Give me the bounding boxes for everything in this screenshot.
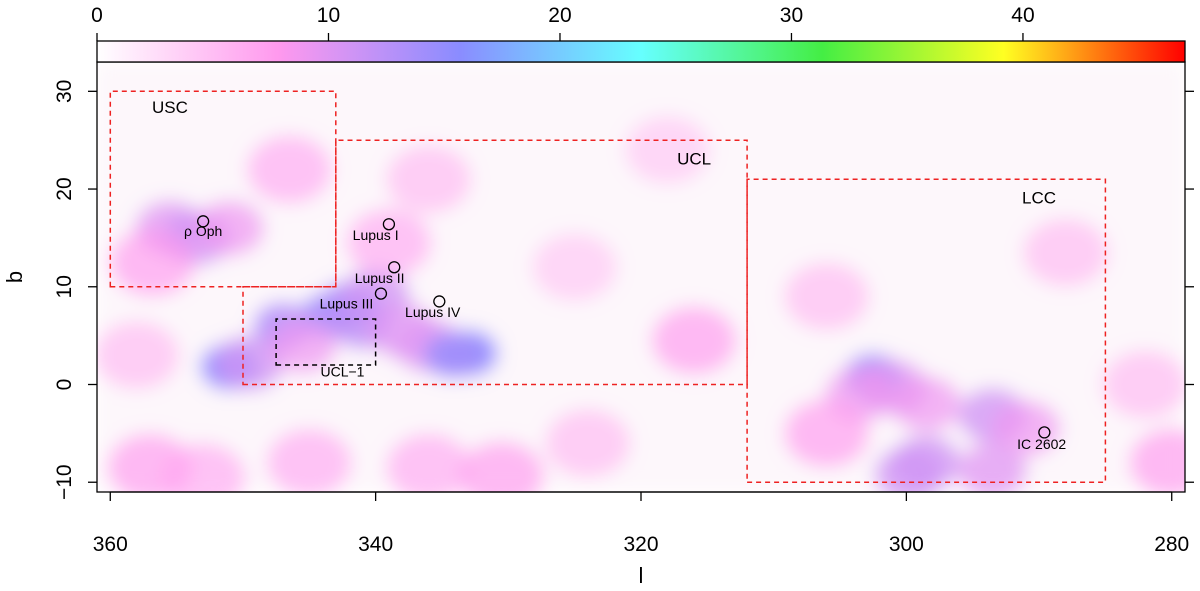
- density-peak: [215, 335, 285, 391]
- object-marker: [388, 261, 401, 274]
- colorbar-tick-label: 20: [548, 4, 571, 27]
- y-tick-label: 10: [53, 275, 76, 298]
- density-peak: [195, 200, 265, 256]
- region-label: USC: [152, 98, 188, 117]
- x-tick-label: 320: [623, 533, 658, 556]
- density-peak: [266, 428, 352, 492]
- colorbar-tick-label: 40: [1011, 4, 1034, 27]
- density-peak: [991, 400, 1061, 457]
- density-peak: [459, 441, 545, 492]
- x-tick-label: 360: [93, 533, 128, 556]
- region-box: [746, 178, 1107, 483]
- object-marker: [196, 215, 210, 228]
- density-peak: [625, 115, 710, 184]
- density-peak: [891, 376, 961, 432]
- object-label: Lupus IV: [405, 304, 461, 320]
- y-axis: −10 0 10 20 30: [53, 80, 97, 500]
- region-boxes: USC UCL LCC UCL−1: [109, 90, 1107, 483]
- density-peak: [268, 317, 338, 374]
- density-peak: [532, 233, 618, 302]
- x-axis: 360 340 320 300 280: [93, 491, 1189, 556]
- x-tick-label: 280: [1154, 533, 1189, 556]
- y-tick-label: 20: [53, 177, 76, 200]
- density-peak: [386, 145, 472, 214]
- density-peak: [1129, 428, 1185, 492]
- object-marker: [382, 218, 396, 231]
- density-peak: [784, 399, 870, 468]
- x-axis-title: l: [639, 563, 644, 588]
- object-label: Lupus I: [353, 227, 399, 243]
- y-axis-title: b: [2, 271, 27, 283]
- density-peak: [545, 409, 631, 478]
- region-label: LCC: [1022, 189, 1056, 208]
- density-peak: [651, 306, 737, 375]
- region-box: [275, 318, 377, 366]
- object-marker: [1038, 426, 1051, 439]
- x-tick-label: 300: [889, 533, 924, 556]
- object-label: ρ Oph: [184, 223, 222, 239]
- density-peak: [110, 228, 196, 297]
- colorbar-tick-label: 30: [780, 4, 803, 27]
- density-peak: [160, 443, 246, 492]
- density-peak: [246, 135, 332, 204]
- density-peak: [386, 433, 472, 492]
- density-peak: [423, 331, 482, 379]
- region-box: [109, 90, 337, 288]
- object-label: Lupus III: [320, 295, 374, 311]
- region-label: UCL−1: [320, 364, 364, 380]
- colorbar: 0 10 20 30 40: [91, 4, 1186, 63]
- object-marker: [433, 295, 446, 308]
- density-peak: [784, 262, 870, 331]
- object-markers: ρ Oph Lupus I Lupus II Lupus III Lupus IV IC …: [184, 215, 1066, 452]
- colorbar-tick-label: 0: [91, 4, 103, 27]
- density-peak: [1102, 350, 1185, 419]
- density-peak: [958, 442, 1028, 492]
- region-label: UCL: [677, 150, 711, 169]
- density-peak: [874, 446, 944, 492]
- y-tick-label: 0: [53, 379, 76, 391]
- density-peak: [1023, 218, 1109, 287]
- colorbar-tick-label: 10: [317, 4, 340, 27]
- colorbar-bar: [96, 40, 1186, 63]
- density-peak: [97, 321, 180, 390]
- object-marker: [374, 287, 388, 300]
- object-label: Lupus II: [355, 270, 405, 286]
- y-tick-label: 30: [53, 80, 76, 103]
- density-layer: [97, 62, 1185, 492]
- density-peak: [346, 208, 432, 277]
- right-axis-ticks: [1185, 90, 1194, 483]
- y-tick-label: −10: [53, 464, 76, 500]
- x-tick-label: 340: [358, 533, 393, 556]
- object-label: IC 2602: [1017, 436, 1066, 452]
